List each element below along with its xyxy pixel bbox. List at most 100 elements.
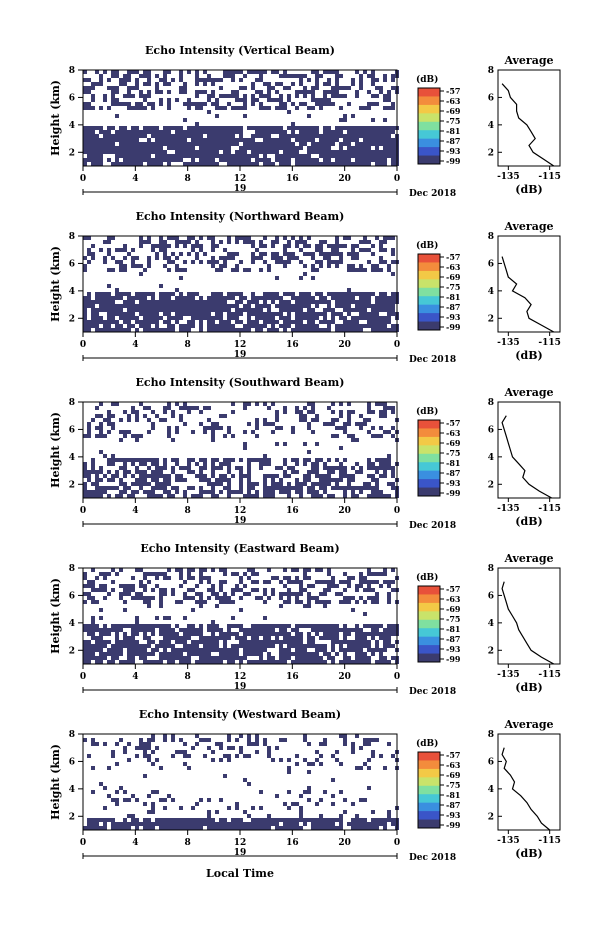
y-tick-label: 2 (69, 148, 75, 158)
heatmap-cell (163, 296, 167, 300)
heatmap-cell (303, 296, 307, 300)
heatmap-cell (83, 652, 87, 656)
heatmap-cell (391, 158, 395, 162)
heatmap-cell (287, 126, 291, 130)
heatmap-cell (219, 826, 223, 830)
heatmap-cell (127, 320, 131, 324)
heatmap-cell (223, 320, 227, 324)
heatmap-cell (235, 490, 239, 494)
heatmap-cell (299, 806, 303, 810)
heatmap-cell (347, 312, 351, 316)
heatmap-cell (223, 130, 227, 134)
heatmap-cell (315, 312, 319, 316)
heatmap-cell (363, 324, 367, 328)
heatmap-cell (311, 320, 315, 324)
heatmap-cell (83, 738, 87, 742)
heatmap-cell (251, 806, 255, 810)
heatmap-cell (111, 146, 115, 150)
heatmap-cell (239, 818, 243, 822)
heatmap-cell (375, 648, 379, 652)
heatmap-cell (367, 102, 371, 106)
heatmap-cell (375, 126, 379, 130)
heatmap-cell (267, 138, 271, 142)
heatmap-cell (263, 600, 267, 604)
y-axis-label: Height (km) (49, 744, 62, 820)
heatmap-cell (299, 490, 303, 494)
heatmap-cell (331, 656, 335, 660)
heatmap-cell (307, 150, 311, 154)
heatmap-cell (251, 70, 255, 74)
heatmap-cell (215, 260, 219, 264)
heatmap-cell (283, 244, 287, 248)
profile-line (501, 83, 555, 167)
heatmap-cell (375, 142, 379, 146)
heatmap-cell (163, 462, 167, 466)
heatmap-cell (127, 636, 131, 640)
heatmap-cell (387, 406, 391, 410)
heatmap-cell (287, 260, 291, 264)
heatmap-cell (123, 244, 127, 248)
heatmap-cell (347, 328, 351, 332)
heatmap-cell (343, 632, 347, 636)
heatmap-cell (247, 316, 251, 320)
heatmap-cell (239, 750, 243, 754)
heatmap-cell (287, 162, 291, 166)
heatmap-cell (287, 146, 291, 150)
profile-line (501, 256, 555, 333)
heatmap-cell (115, 312, 119, 316)
heatmap-cell (207, 78, 211, 82)
heatmap-cell (275, 328, 279, 332)
heatmap-cell (139, 324, 143, 328)
heatmap-cell (243, 810, 247, 814)
heatmap-cell (119, 592, 123, 596)
heatmap-cell (335, 240, 339, 244)
heatmap-cell (207, 134, 211, 138)
heatmap-cell (183, 86, 187, 90)
heatmap-cell (339, 126, 343, 130)
heatmap-cell (311, 656, 315, 660)
heatmap-cell (223, 414, 227, 418)
heatmap-cell (247, 478, 251, 482)
colorbar-segment (418, 130, 440, 140)
heatmap-cell (363, 588, 367, 592)
heatmap-cell (151, 102, 155, 106)
x-tick-label: 16 (286, 340, 299, 350)
heatmap-cell (127, 414, 131, 418)
heatmap-cell (211, 660, 215, 664)
heatmap-cell (135, 640, 139, 644)
heatmap-cell (115, 304, 119, 308)
heatmap-cell (99, 296, 103, 300)
heatmap-cell (291, 430, 295, 434)
heatmap-cell (247, 814, 251, 818)
heatmap-cell (159, 818, 163, 822)
heatmap-cell (91, 742, 95, 746)
heatmap-cell (363, 656, 367, 660)
heatmap-cell (103, 292, 107, 296)
heatmap-cell (87, 300, 91, 304)
heatmap-cell (199, 494, 203, 498)
heatmap-cell (223, 774, 227, 778)
heatmap-cell (311, 252, 315, 256)
colorbar-segment (418, 794, 440, 804)
heatmap-cell (151, 422, 155, 426)
heatmap-cell (383, 150, 387, 154)
heatmap-cell (219, 296, 223, 300)
heatmap-cell (387, 624, 391, 628)
heatmap-cell (355, 486, 359, 490)
colorbar-label: (dB) (416, 738, 438, 749)
heatmap-cell (359, 648, 363, 652)
heatmap-cell (235, 308, 239, 312)
heatmap-cell (351, 802, 355, 806)
heatmap-cell (323, 308, 327, 312)
heatmap-cell (195, 102, 199, 106)
heatmap-cell (323, 466, 327, 470)
heatmap-cell (199, 248, 203, 252)
heatmap-cell (275, 276, 279, 280)
heatmap-cell (347, 304, 351, 308)
heatmap-cell (123, 130, 127, 134)
heatmap-cell (187, 588, 191, 592)
heatmap-cell (87, 822, 91, 826)
heatmap-cell (259, 632, 263, 636)
heatmap-cell (139, 402, 143, 406)
heatmap-cell (387, 142, 391, 146)
